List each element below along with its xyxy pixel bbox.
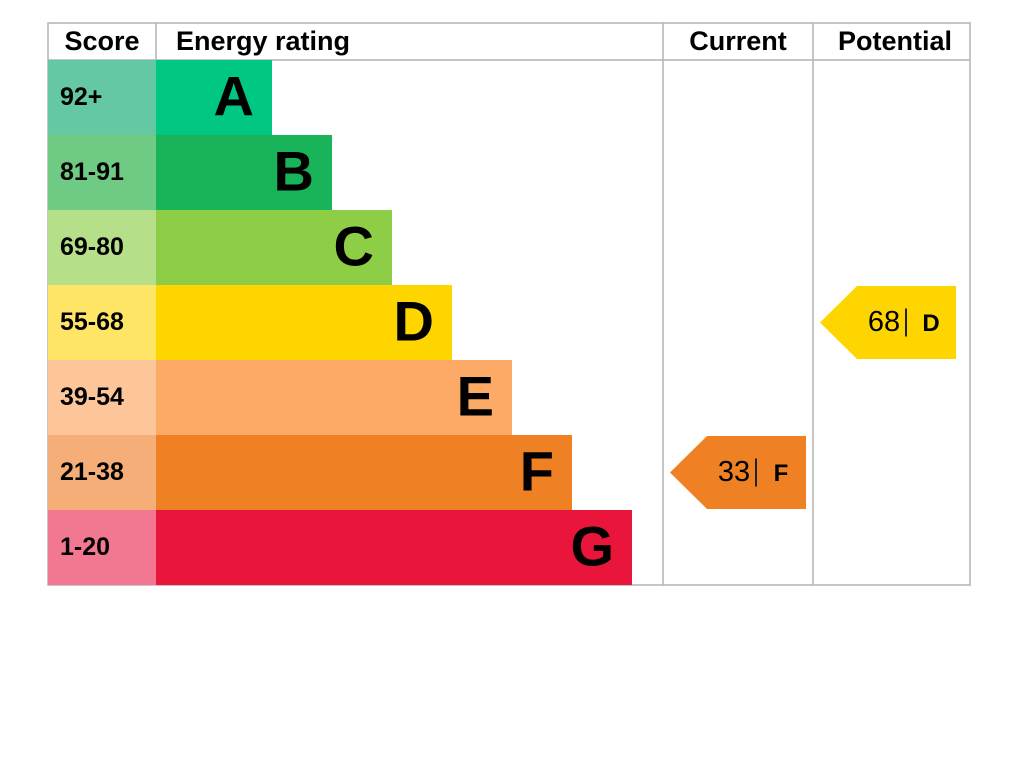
score-cell — [48, 135, 156, 210]
rating-bar — [156, 510, 632, 585]
header-potential: Potential — [838, 26, 952, 56]
potential-value: 68 — [868, 306, 900, 338]
score-cell — [48, 360, 156, 435]
score-label: 1-20 — [60, 533, 110, 561]
header-current: Current — [689, 26, 787, 56]
potential-arrow — [820, 286, 956, 359]
rating-bar — [156, 210, 392, 285]
rating-bar — [156, 135, 332, 210]
rating-letter: D — [394, 289, 434, 352]
score-cell — [48, 210, 156, 285]
rating-bar — [156, 435, 572, 510]
score-label: 92+ — [60, 83, 102, 111]
rating-letter: G — [570, 514, 614, 577]
current-value: 33 — [718, 456, 750, 488]
rating-bar — [156, 60, 272, 135]
rating-bar — [156, 360, 512, 435]
rating-letter: E — [457, 364, 494, 427]
header-energy-rating: Energy rating — [176, 26, 350, 56]
score-cell — [48, 60, 156, 135]
rating-bar — [156, 285, 452, 360]
rating-letter: A — [214, 64, 254, 127]
header-score: Score — [64, 26, 139, 56]
score-label: 81-91 — [60, 158, 124, 186]
score-label: 69-80 — [60, 233, 124, 261]
rating-letter: F — [520, 439, 554, 502]
score-cell — [48, 435, 156, 510]
rating-letter: B — [274, 139, 314, 202]
score-cell — [48, 285, 156, 360]
current-arrow — [670, 436, 806, 509]
rating-letter: C — [334, 214, 374, 277]
score-label: 39-54 — [60, 383, 124, 411]
current-letter: F — [774, 460, 789, 487]
score-label: 55-68 — [60, 308, 124, 336]
potential-letter: D — [922, 310, 939, 337]
score-cell — [48, 510, 156, 585]
score-label: 21-38 — [60, 458, 124, 486]
